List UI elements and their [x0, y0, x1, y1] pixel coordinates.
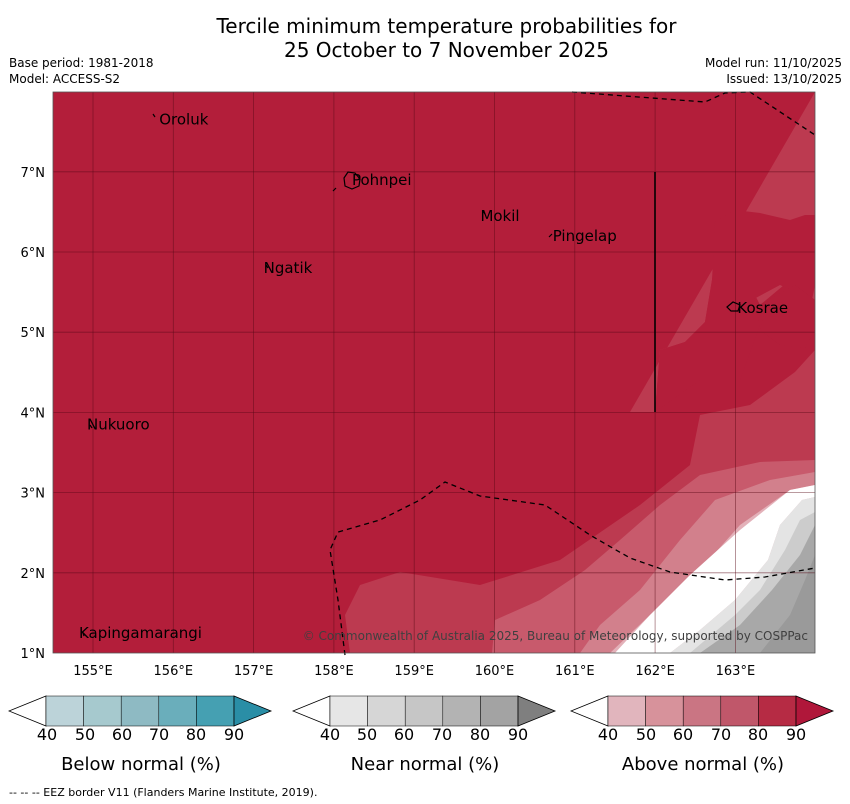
- meta-left: Base period: 1981-2018 Model: ACCESS-S2: [9, 55, 154, 87]
- legend-above-normal: 40 50 60 70 80 90 Above normal (%): [569, 694, 836, 775]
- legend-tick: 80: [185, 725, 207, 744]
- longitude-label: 155°E: [73, 664, 113, 679]
- colorbar-segment: [404, 695, 444, 727]
- near-normal-gap: [615, 485, 815, 653]
- legend-tick: 70: [431, 725, 453, 744]
- legend-tick: 60: [111, 725, 133, 744]
- map-field: [53, 92, 815, 653]
- latitude-label: 1°N: [21, 647, 46, 662]
- map-title: Tercile minimum temperature probabilitie…: [0, 14, 850, 62]
- near-70-patch: [760, 555, 815, 653]
- colorbar-segment: [83, 695, 122, 727]
- latitude-label: 7°N: [21, 166, 46, 181]
- colorbar-near: [291, 695, 557, 727]
- colorbar-segment: [442, 695, 481, 727]
- colorbar-max-extend: [233, 695, 273, 727]
- legend-tick: 90: [785, 725, 807, 744]
- eez-border-north: [571, 91, 816, 136]
- legend-tick: 90: [223, 725, 245, 744]
- title-line-2: 25 October to 7 November 2025: [283, 38, 610, 62]
- latitude-label: 3°N: [21, 487, 46, 502]
- colorbar-segment: [607, 695, 646, 727]
- colorbar-segment: [120, 695, 160, 727]
- longitude-label: 157°E: [234, 664, 274, 679]
- latitude-label: 5°N: [21, 326, 46, 341]
- eez-border-south: [329, 481, 816, 656]
- map-frame: [52, 91, 816, 654]
- latitude-label: 6°N: [21, 246, 46, 261]
- colorbar-above: [569, 695, 835, 727]
- legend-near-normal: 40 50 60 70 80 90 Near normal (%): [291, 694, 558, 775]
- legend-tick: 50: [356, 725, 378, 744]
- base-period: Base period: 1981-2018: [9, 56, 154, 70]
- place-label-oroluk: Oroluk: [159, 111, 208, 129]
- longitude-label: 160°E: [475, 664, 515, 679]
- legend-below-title: Below normal (%): [61, 754, 221, 775]
- colorbar-max-extend: [795, 695, 835, 727]
- colorbar-max-extend: [517, 695, 557, 727]
- place-label-pingelap: Pingelap: [553, 227, 617, 245]
- colorbar-segment: [720, 695, 759, 727]
- title-line-1: Tercile minimum temperature probabilitie…: [216, 14, 677, 38]
- longitude-label: 161°E: [555, 664, 595, 679]
- place-label-nukuoro: Nukuoro: [87, 415, 150, 433]
- issued-date: Issued: 13/10/2025: [726, 72, 842, 86]
- legend-below-normal: 40 50 60 70 80 90 Below normal (%): [7, 694, 274, 775]
- model-name: Model: ACCESS-S2: [9, 72, 121, 86]
- longitude-labels: 155°E 156°E 157°E 158°E 159°E 160°E 161°E 162°E…: [73, 664, 755, 679]
- eez-borders: [329, 91, 816, 656]
- place-label-pohnpei: Pohnpei: [352, 171, 412, 189]
- longitude-label: 156°E: [154, 664, 194, 679]
- colorbar-min-extend: [291, 695, 331, 727]
- place-label-mokil: Mokil: [480, 207, 519, 225]
- latitude-label: 2°N: [21, 567, 46, 582]
- legend-above-title: Above normal (%): [621, 754, 785, 775]
- meta-right: Model run: 11/10/2025 Issued: 13/10/2025: [705, 55, 842, 87]
- longitude-label: 162°E: [635, 664, 675, 679]
- longitude-label: 163°E: [716, 664, 756, 679]
- legend-tick: 70: [710, 725, 732, 744]
- legend-tick: 60: [393, 725, 415, 744]
- colorbar-segment: [158, 695, 197, 727]
- legend-near-title: Near normal (%): [350, 754, 500, 775]
- probability-map: Oroluk Pohnpei Mokil Pingelap Ngatik Kosrae Nu…: [21, 91, 816, 679]
- legend-tick: 80: [747, 725, 769, 744]
- colorbar-segment: [645, 695, 684, 727]
- colorbar-segment: [480, 695, 519, 727]
- colorbar-below: [7, 695, 273, 727]
- coastlines: [82, 113, 741, 637]
- legend-tick: 80: [469, 725, 491, 744]
- longitude-label: 158°E: [314, 664, 354, 679]
- kosrae-island: [726, 301, 741, 312]
- legend-tick: 40: [597, 725, 619, 744]
- colorbar-segment: [367, 695, 406, 727]
- colorbar-segment: [45, 695, 84, 727]
- model-run: Model run: 11/10/2025: [704, 56, 842, 70]
- copyright-notice: © Commonwealth of Australia 2025, Bureau…: [303, 629, 808, 643]
- legend-tick: 40: [319, 725, 341, 744]
- eez-footnote: -- -- -- EEZ border V11 (Flanders Marine…: [9, 786, 318, 799]
- colorbar-segment: [758, 695, 797, 727]
- colorbar-min-extend: [569, 695, 609, 727]
- legend-tick: 50: [635, 725, 657, 744]
- place-label-ngatik: Ngatik: [264, 259, 313, 277]
- latitude-label: 4°N: [21, 406, 46, 421]
- graticule: [53, 92, 815, 653]
- legend-tick: 50: [74, 725, 96, 744]
- legend-tick: 40: [36, 725, 58, 744]
- pohnpei-island: [343, 171, 361, 190]
- colorbar-segment: [196, 695, 235, 727]
- islet-marks: [82, 113, 553, 637]
- longitude-label: 159°E: [394, 664, 434, 679]
- colorbar-segment: [682, 695, 722, 727]
- legend-tick: 60: [672, 725, 694, 744]
- place-label-kosrae: Kosrae: [737, 299, 788, 317]
- latitude-labels: 1°N 2°N 3°N 4°N 5°N 6°N 7°N: [21, 166, 46, 662]
- colorbar-segment: [329, 695, 368, 727]
- colorbar-min-extend: [7, 695, 47, 727]
- legend-tick: 90: [507, 725, 529, 744]
- place-label-kapingamarangi: Kapingamarangi: [79, 624, 202, 642]
- place-labels: Oroluk Pohnpei Mokil Pingelap Ngatik Kosrae Nu…: [79, 111, 788, 642]
- legend-tick: 70: [148, 725, 170, 744]
